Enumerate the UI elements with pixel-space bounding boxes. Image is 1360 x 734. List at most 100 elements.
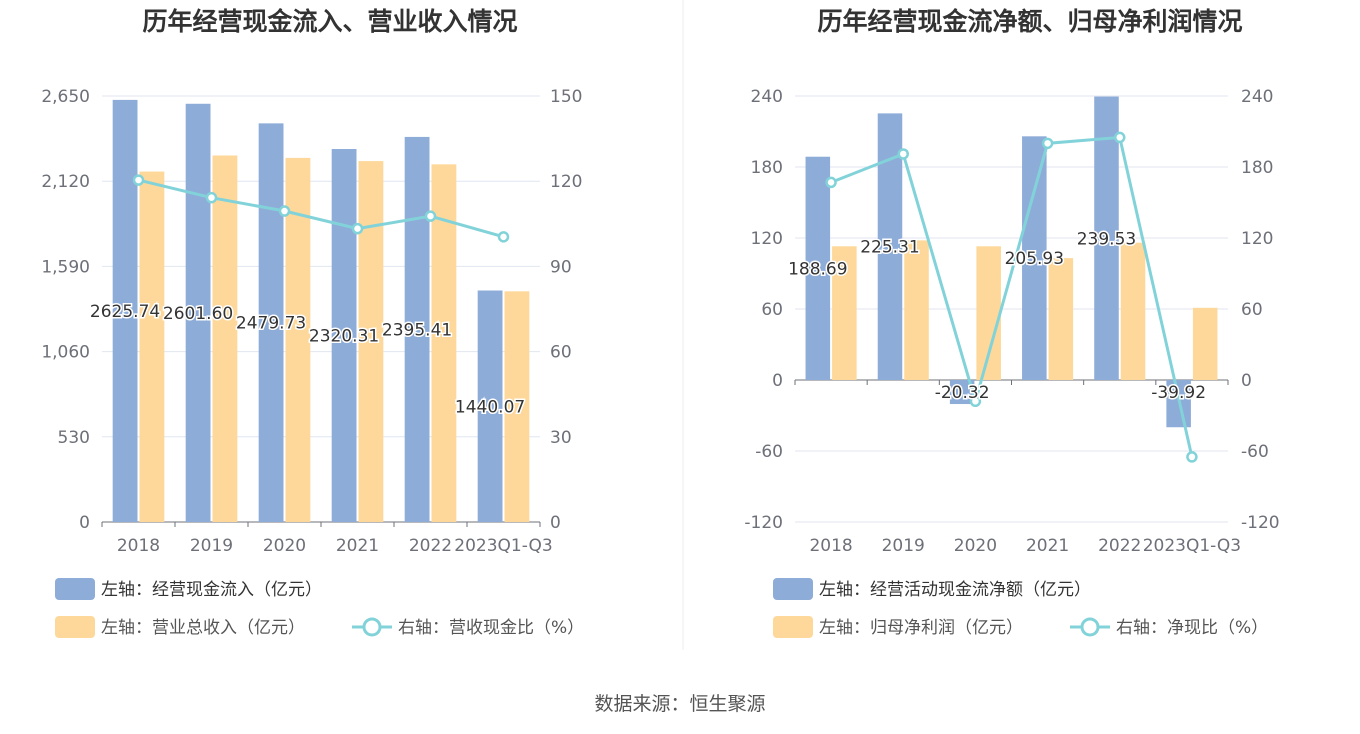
legend-marker: [1080, 617, 1100, 637]
right-axis-tick-label: 120: [1241, 229, 1273, 249]
bar-data-label: 205.93: [1005, 249, 1064, 269]
x-axis-category-label: 2019: [882, 536, 925, 556]
bar-primary: [331, 148, 357, 523]
bar-primary: [404, 136, 430, 522]
x-axis-category-label: 2022: [1098, 536, 1141, 556]
ratio-line: [830, 135, 1194, 458]
left-axis-tick-label: 1,060: [41, 343, 90, 363]
bar-secondary: [139, 171, 165, 522]
bar-secondary: [976, 246, 1001, 380]
left-axis-tick-label: 1,590: [41, 257, 90, 277]
bar-data-label: 2395.41: [382, 320, 452, 340]
legend-item: 右轴：净现比（%）: [1070, 617, 1268, 638]
bar-data-label: 188.69: [788, 259, 847, 279]
bar-secondary: [504, 291, 530, 522]
left-axis-tick-label: -120: [744, 513, 783, 533]
right-axis-tick-label: -60: [1241, 442, 1269, 462]
bar-primary: [477, 290, 503, 522]
right-axis-tick-label: 120: [550, 172, 582, 192]
data-source-note: 数据来源：恒生聚源: [594, 693, 765, 715]
right-axis-tick-label: 150: [550, 87, 582, 107]
legend-item: 左轴：经营活动现金流净额（亿元）: [773, 578, 1091, 600]
legend-marker: [362, 617, 382, 637]
x-axis-category-label: 2020: [263, 536, 306, 556]
left-axis-tick-label: 530: [58, 428, 90, 448]
left-axis-tick-label: -60: [755, 442, 783, 462]
bar-secondary: [1120, 242, 1146, 380]
right-chart-panel: 历年经营现金流净额、归母净利润情况 -120 -60 0 60 120 180 240 -120…: [744, 7, 1280, 638]
bar-data-label: 225.31: [860, 238, 919, 258]
ratio-line-point: [497, 231, 510, 243]
left-chart-panel: 历年经营现金流入、营业收入情况 0 530 1,060 1,590 2,120 2,650 0…: [41, 7, 584, 638]
legend-swatch: [55, 578, 95, 600]
ratio-line-point: [897, 148, 909, 160]
right-axis-tick-label: 90: [550, 257, 572, 277]
x-axis-category-label: 2023Q1-Q3: [454, 536, 552, 556]
legend-swatch: [773, 616, 813, 638]
right-axis-tick-label: 0: [1241, 371, 1252, 391]
ratio-line-point: [278, 205, 291, 217]
legend-label: 右轴：营收现金比（%）: [398, 618, 584, 638]
legend-swatch: [55, 616, 95, 638]
ratio-line-point: [1186, 451, 1198, 463]
legend-swatch: [773, 578, 813, 600]
legend-label: 左轴：经营活动现金流净额（亿元）: [819, 580, 1091, 600]
x-axis-category-label: 2020: [954, 536, 997, 556]
chart-title: 历年经营现金流入、营业收入情况: [142, 7, 517, 36]
x-axis-category-label: 2021: [1026, 536, 1069, 556]
bar-secondary: [1192, 307, 1218, 380]
bar-primary: [1094, 96, 1119, 381]
ratio-line-point: [132, 174, 145, 186]
ratio-line-point: [351, 222, 364, 235]
legend-item: 左轴：营业总收入（亿元）: [55, 616, 305, 638]
bar-primary: [185, 103, 211, 523]
x-axis-category-label: 2018: [809, 536, 852, 556]
right-axis-tick-label: 60: [1241, 300, 1263, 320]
legend-label: 左轴：经营现金流入（亿元）: [101, 580, 322, 600]
legend-item: 左轴：经营现金流入（亿元）: [55, 578, 322, 600]
ratio-line-point: [205, 191, 218, 204]
right-axis-tick-label: 0: [550, 513, 561, 533]
bar-data-label: -39.92: [1151, 383, 1206, 403]
x-axis-category-label: 2018: [117, 536, 160, 556]
bar-data-label: 2320.31: [309, 326, 379, 346]
right-axis-tick-label: 240: [1241, 87, 1273, 107]
ratio-line-point: [1114, 131, 1126, 144]
chart-title: 历年经营现金流净额、归母净利润情况: [817, 7, 1242, 36]
x-axis-category-label: 2022: [409, 536, 452, 556]
ratio-line: [138, 178, 504, 239]
left-axis-tick-label: 0: [772, 371, 783, 391]
bar-secondary: [431, 164, 457, 523]
left-axis-tick-label: 0: [79, 513, 90, 533]
bar-data-label: 239.53: [1077, 229, 1136, 249]
bar-secondary: [212, 155, 238, 522]
x-axis-category-label: 2021: [336, 536, 379, 556]
bar-data-label: -20.32: [935, 383, 990, 403]
right-axis-tick-label: 180: [1241, 158, 1273, 178]
bar-primary: [258, 123, 284, 522]
ratio-line-point: [825, 176, 837, 189]
ratio-line-point: [1041, 137, 1054, 150]
left-axis-tick-label: 240: [751, 87, 783, 107]
left-axis-tick-label: 120: [751, 229, 783, 249]
bar-secondary: [832, 246, 857, 380]
x-axis-category-label: 2019: [190, 536, 233, 556]
bar-data-label: 2625.74: [90, 302, 160, 322]
bar-secondary: [358, 161, 384, 523]
legend-item: 左轴：归母净利润（亿元）: [773, 616, 1023, 638]
bar-primary: [805, 156, 831, 380]
legend-label: 右轴：净现比（%）: [1116, 618, 1268, 638]
left-axis-tick-label: 2,650: [41, 87, 90, 107]
legend-item: 右轴：营收现金比（%）: [352, 617, 584, 638]
bar-data-label: 1440.07: [455, 397, 525, 417]
ratio-line-point: [969, 395, 982, 408]
left-axis-tick-label: 180: [751, 158, 783, 178]
bar-secondary: [904, 240, 929, 380]
left-axis-tick-label: 60: [761, 300, 783, 320]
ratio-line-point: [424, 210, 437, 222]
right-axis-tick-label: 60: [550, 343, 572, 363]
left-axis-tick-label: 2,120: [41, 172, 90, 192]
legend-label: 左轴：营业总收入（亿元）: [101, 618, 305, 638]
bar-primary: [112, 99, 138, 523]
